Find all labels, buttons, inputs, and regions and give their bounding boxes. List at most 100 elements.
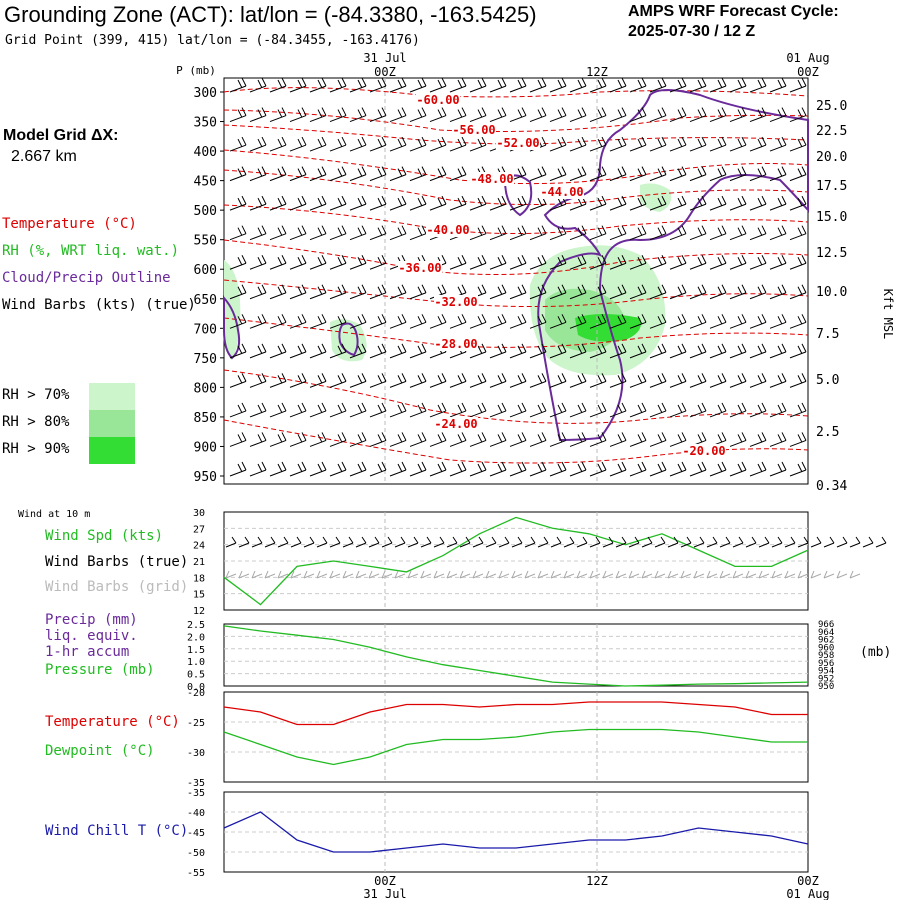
wind-barb — [489, 195, 507, 211]
wind-barb — [769, 402, 787, 418]
wind-barb — [289, 314, 307, 329]
wind-barb — [289, 402, 307, 418]
wind-barb — [689, 402, 707, 418]
rh90-swatch — [89, 437, 135, 464]
wind-barb — [669, 77, 687, 93]
wind-barb — [409, 373, 427, 388]
wind-barb — [749, 107, 767, 123]
wind-barb — [529, 255, 547, 270]
wind-barb — [549, 255, 567, 270]
wind-barb-10m — [576, 536, 588, 548]
wind-barb — [649, 107, 667, 123]
wind-barb — [349, 373, 367, 388]
wind-barb-10m — [706, 536, 718, 548]
wind-barb — [509, 225, 527, 241]
wind-barb — [289, 136, 307, 152]
wind-barb — [709, 373, 727, 388]
chart-title: Grounding Zone (ACT): lat/lon = (-84.338… — [4, 2, 537, 27]
wind-barb — [689, 343, 707, 359]
precip-pressure-tick-1: 2.0 — [187, 632, 205, 643]
wind-barb-grid — [667, 570, 679, 579]
wind-barb — [689, 225, 707, 241]
wind-barb — [609, 461, 627, 477]
wind-barb — [669, 314, 687, 329]
wind-barb-10m — [589, 536, 601, 548]
wind-barb — [769, 284, 787, 300]
wind-barb — [569, 314, 587, 329]
kft-tick-1: 22.5 — [816, 124, 847, 139]
wind-barb — [649, 195, 667, 211]
wind-barb-grid — [680, 570, 692, 579]
wind-barb — [469, 77, 487, 93]
wind-barb — [269, 166, 287, 182]
rh-shading-4 — [575, 314, 641, 342]
wind-barb-grid — [810, 570, 822, 579]
wind-barb — [689, 461, 707, 477]
wind-barb — [629, 432, 647, 447]
wind-barb — [589, 402, 607, 418]
wind-barb-10m — [563, 536, 575, 548]
wind-barb-10m — [758, 536, 770, 548]
wind-barb — [429, 461, 447, 477]
cloud-outline-3 — [338, 322, 359, 357]
wind-barb — [249, 195, 267, 211]
wind-barb-10m — [394, 536, 406, 548]
label-wind-speed: Wind Spd (kts) — [45, 528, 164, 544]
kft-tick-2: 20.0 — [816, 150, 847, 165]
wind-barb-10m — [693, 536, 705, 548]
wind-barb-grid — [316, 570, 328, 579]
wind-barb-10m — [225, 536, 237, 548]
wind-barb — [769, 343, 787, 359]
wind-barb — [249, 107, 267, 123]
wind-barb-grid — [342, 570, 354, 579]
wind-barb — [249, 136, 267, 152]
wind-barb — [249, 373, 267, 388]
wind-barb — [369, 314, 387, 329]
wind-barbs-grid — [225, 570, 861, 579]
wind-barb — [669, 225, 687, 241]
wind-barb — [309, 225, 327, 241]
wind-barb — [689, 284, 707, 300]
top-tick-00z-end: 00Z — [797, 65, 819, 79]
temperature-contour-6 — [223, 239, 809, 275]
wind-barb-grid — [420, 570, 432, 579]
wind-barb — [549, 343, 567, 359]
wind-barb — [609, 284, 627, 300]
wind-barb-10m — [667, 536, 679, 548]
wind-barb — [469, 343, 487, 359]
wind-barb — [309, 461, 327, 477]
precip-pressure-tick-5: 0.0 — [187, 682, 205, 693]
wind-barb — [409, 402, 427, 418]
temp-label-9: -24.00 — [434, 417, 477, 431]
wind-barb-10m — [381, 536, 393, 548]
wind-barbs-10m — [225, 536, 887, 548]
wind-speed-tick-4: 18 — [193, 573, 205, 584]
wind-barb — [309, 343, 327, 359]
wind-barb — [389, 314, 407, 329]
temperature-contour-5 — [223, 204, 809, 235]
wind-barb — [269, 107, 287, 123]
wind-barb — [309, 77, 327, 93]
wind-barb — [609, 402, 627, 418]
wind-barb — [729, 136, 747, 152]
kft-axis-label: Kft MSL — [881, 289, 895, 340]
wind-barb-10m — [875, 536, 887, 548]
wind-barb — [469, 107, 487, 123]
wind-barb — [229, 225, 247, 241]
wind-barb-10m — [745, 536, 757, 548]
wind-barb — [729, 343, 747, 359]
wind-barb — [409, 284, 427, 300]
wind-barb-grid — [576, 570, 588, 579]
wind-barb — [369, 432, 387, 447]
wind-barb — [669, 373, 687, 388]
wind-barb — [789, 195, 807, 211]
wind-barb — [249, 461, 267, 477]
pressure-tick-300: 300 — [194, 86, 217, 101]
wind-barb-10m — [485, 536, 497, 548]
wind-speed-series-0 — [223, 516, 809, 606]
wind-barb — [369, 77, 387, 93]
wind-barb — [569, 343, 587, 359]
wind-barb — [529, 314, 547, 329]
wind-barb-grid — [654, 570, 666, 579]
wind-barb — [489, 402, 507, 418]
